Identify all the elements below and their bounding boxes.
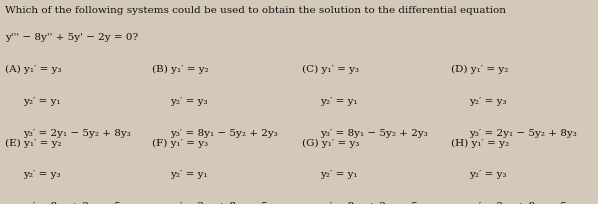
Text: y₃′ = 8y₁ + 2y₂ − 5y₃: y₃′ = 8y₁ + 2y₂ − 5y₃	[320, 202, 428, 204]
Text: y₂′ = y₃: y₂′ = y₃	[170, 97, 208, 106]
Text: y₂′ = y₁: y₂′ = y₁	[170, 170, 208, 179]
Text: y₂′ = y₁: y₂′ = y₁	[320, 97, 358, 106]
Text: (F) y₁′ = y₃: (F) y₁′ = y₃	[152, 139, 209, 148]
Text: y₃′ = 2y₁ + 8y₂ − 5y₃: y₃′ = 2y₁ + 8y₂ − 5y₃	[469, 202, 577, 204]
Text: y₂′ = y₃: y₂′ = y₃	[469, 170, 507, 179]
Text: y₃′ = 2y₁ − 5y₂ + 8y₃: y₃′ = 2y₁ − 5y₂ + 8y₃	[469, 129, 577, 137]
Text: (H) y₁′ = y₂: (H) y₁′ = y₂	[451, 139, 509, 148]
Text: (D) y₁′ = y₂: (D) y₁′ = y₂	[451, 65, 509, 74]
Text: (C) y₁′ = y₃: (C) y₁′ = y₃	[302, 65, 359, 74]
Text: y₃′ = 8y₁ − 5y₂ + 2y₃: y₃′ = 8y₁ − 5y₂ + 2y₃	[320, 129, 428, 137]
Text: y₃′ = 2y₁ − 5y₂ + 8y₃: y₃′ = 2y₁ − 5y₂ + 8y₃	[23, 129, 130, 137]
Text: (B) y₁′ = y₂: (B) y₁′ = y₂	[152, 65, 209, 74]
Text: (E) y₁′ = y₂: (E) y₁′ = y₂	[5, 139, 62, 148]
Text: y₂′ = y₁: y₂′ = y₁	[320, 170, 358, 179]
Text: Which of the following systems could be used to obtain the solution to the diffe: Which of the following systems could be …	[5, 6, 506, 15]
Text: y''' − 8y'' + 5y' − 2y = 0?: y''' − 8y'' + 5y' − 2y = 0?	[5, 33, 138, 42]
Text: y₃′ = 2y₁ + 8y₂ − 5y₃: y₃′ = 2y₁ + 8y₂ − 5y₃	[170, 202, 278, 204]
Text: y₂′ = y₃: y₂′ = y₃	[469, 97, 507, 106]
Text: (A) y₁′ = y₃: (A) y₁′ = y₃	[5, 65, 61, 74]
Text: (G) y₁′ = y₃: (G) y₁′ = y₃	[302, 139, 359, 148]
Text: y₃′ = 8y₁ − 5y₂ + 2y₃: y₃′ = 8y₁ − 5y₂ + 2y₃	[170, 129, 278, 137]
Text: y₂′ = y₃: y₂′ = y₃	[23, 170, 60, 179]
Text: y₃′ = 8y₁ + 2y₂ − 5y₃: y₃′ = 8y₁ + 2y₂ − 5y₃	[23, 202, 130, 204]
Text: y₂′ = y₁: y₂′ = y₁	[23, 97, 60, 106]
